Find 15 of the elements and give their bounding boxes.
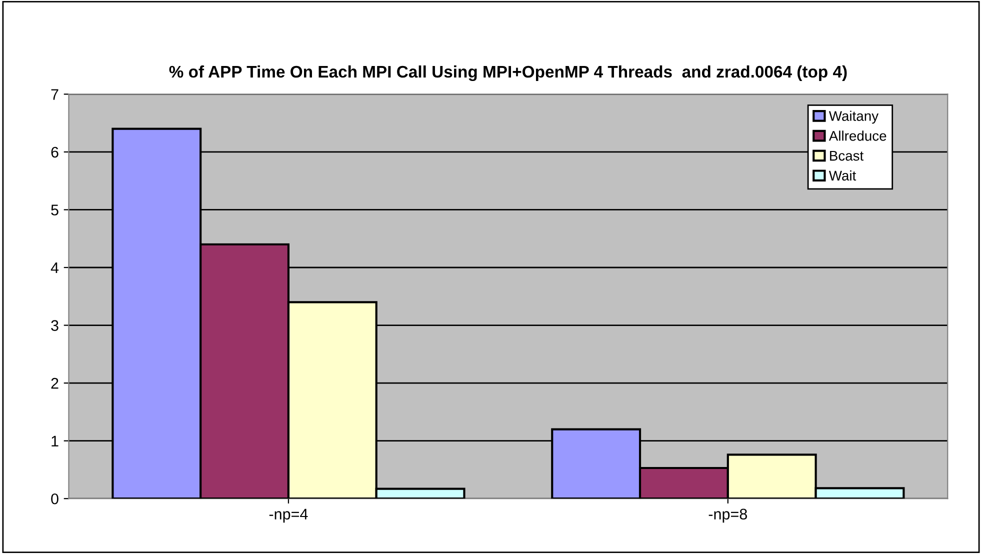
x-tick-label: -np=4: [269, 508, 308, 523]
chart-title: % of APP Time On Each MPI Call Using MPI+OpenMP 4 Threads and zrad.0064 (top 4): [169, 65, 847, 82]
y-tick-label: 7: [51, 89, 58, 100]
y-tick-label: 4: [50, 262, 59, 274]
y-tick-label: 3: [51, 320, 58, 331]
legend-label: Allreduce: [828, 130, 886, 141]
y-tick-label: 6: [51, 146, 58, 158]
y-tick-label: 2: [51, 378, 58, 389]
y-tick-label: 1: [52, 436, 58, 446]
legend-label: Wait: [828, 170, 856, 181]
x-tick-label: -np=8: [708, 508, 747, 523]
y-tick-label: 0: [51, 493, 58, 504]
y-tick-label: 5: [51, 204, 58, 216]
legend-label: Waitany: [828, 110, 879, 124]
legend-label: Bcast: [830, 151, 864, 161]
